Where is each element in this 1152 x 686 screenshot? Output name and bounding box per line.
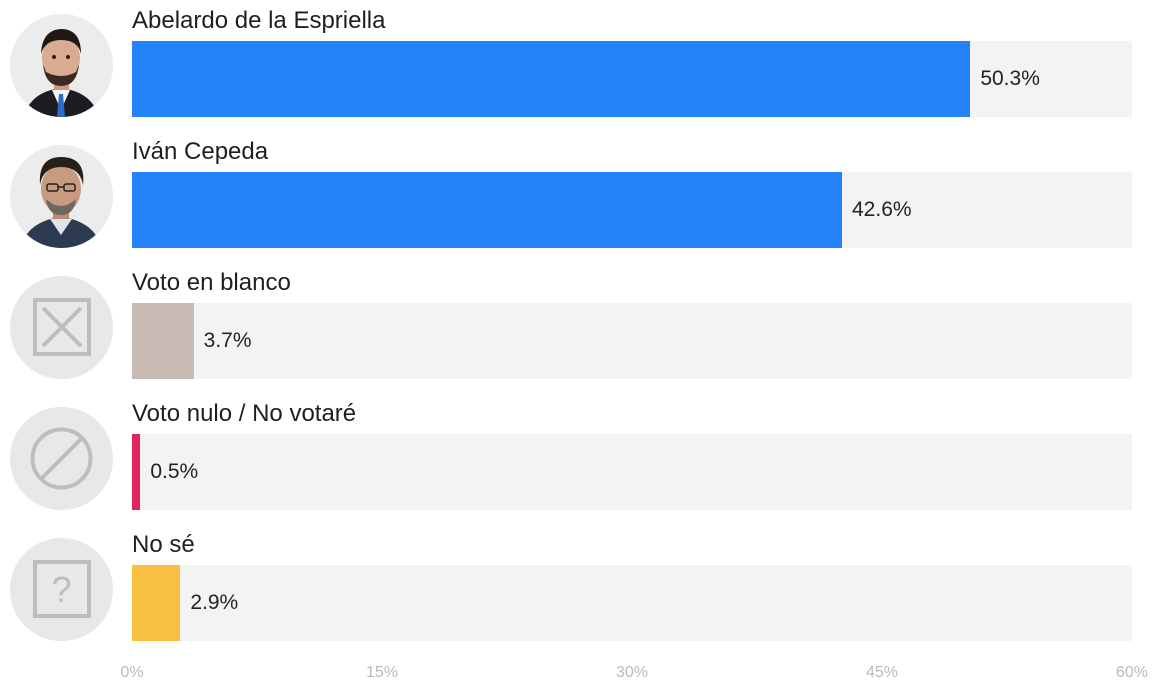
chart-row: Abelardo de la Espriella 50.3%: [0, 0, 1152, 131]
category-label: Voto nulo / No votaré: [132, 400, 357, 427]
chart-row: Voto en blanco 3.7%: [0, 262, 1152, 393]
category-label: Iván Cepeda: [132, 138, 269, 165]
bar: [132, 41, 971, 117]
candidate-photo-icon: [10, 145, 113, 248]
category-label: Voto en blanco: [132, 269, 291, 296]
x-tick-label: 30%: [615, 664, 649, 681]
x-tick-label: 45%: [865, 664, 899, 681]
bar: [132, 434, 141, 510]
data-label: 42.6%: [852, 198, 912, 221]
blank-ballot-icon: [10, 276, 113, 379]
x-tick-label: 60%: [1115, 664, 1149, 681]
x-tick-label: 15%: [365, 664, 399, 681]
chart-row: Voto nulo / No votaré 0.5%: [0, 393, 1152, 524]
question-icon: ?: [10, 538, 113, 641]
bar-track: 0.5%: [132, 434, 1132, 510]
data-label: 50.3%: [980, 67, 1040, 90]
bar: [132, 565, 181, 641]
bar-track: 2.9%: [132, 565, 1132, 641]
bar-track: 42.6%: [132, 172, 1132, 248]
data-label: 3.7%: [203, 329, 252, 352]
chart-row: Iván Cepeda 42.6%: [0, 131, 1152, 262]
chart-row: ? No sé 2.9%: [0, 524, 1152, 655]
bar: [132, 172, 842, 248]
candidate-photo-icon: [10, 14, 113, 117]
data-label: 0.5%: [150, 460, 199, 483]
bar: [132, 303, 194, 379]
null-vote-icon: [10, 407, 113, 510]
category-label: Abelardo de la Espriella: [132, 7, 386, 34]
category-label: No sé: [132, 531, 195, 558]
bar-track: 3.7%: [132, 303, 1132, 379]
x-tick-label: 0%: [120, 664, 144, 681]
svg-text:?: ?: [51, 569, 71, 610]
bar-track: 50.3%: [132, 41, 1132, 117]
data-label: 2.9%: [190, 591, 239, 614]
